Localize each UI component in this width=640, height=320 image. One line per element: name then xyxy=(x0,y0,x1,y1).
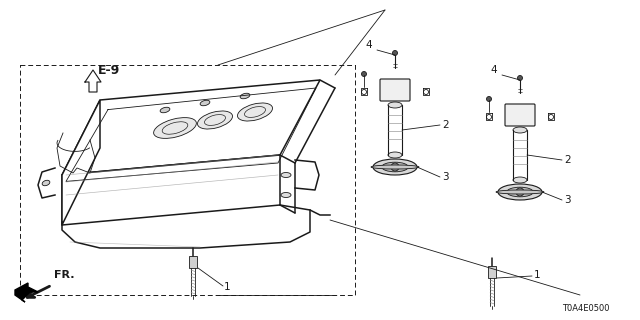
Ellipse shape xyxy=(388,102,402,108)
FancyBboxPatch shape xyxy=(380,79,410,101)
Text: 1: 1 xyxy=(224,282,230,292)
Ellipse shape xyxy=(371,165,419,169)
Circle shape xyxy=(548,115,554,119)
Text: T0A4E0500: T0A4E0500 xyxy=(563,304,610,313)
Ellipse shape xyxy=(486,97,492,101)
Circle shape xyxy=(362,90,367,94)
FancyBboxPatch shape xyxy=(505,104,535,126)
Ellipse shape xyxy=(362,71,367,76)
Ellipse shape xyxy=(240,93,250,99)
Text: 3: 3 xyxy=(564,195,571,205)
Ellipse shape xyxy=(498,184,542,200)
FancyBboxPatch shape xyxy=(189,256,197,268)
Polygon shape xyxy=(62,80,320,175)
Circle shape xyxy=(486,115,492,119)
Ellipse shape xyxy=(496,190,544,194)
Text: 4: 4 xyxy=(365,40,372,50)
Ellipse shape xyxy=(281,172,291,178)
Ellipse shape xyxy=(281,193,291,197)
Ellipse shape xyxy=(373,159,417,175)
Polygon shape xyxy=(62,155,280,225)
Polygon shape xyxy=(15,283,38,302)
Polygon shape xyxy=(62,100,100,225)
Ellipse shape xyxy=(200,100,210,106)
Polygon shape xyxy=(85,70,101,92)
Circle shape xyxy=(391,163,399,171)
Text: 2: 2 xyxy=(564,155,571,165)
Ellipse shape xyxy=(160,107,170,113)
Ellipse shape xyxy=(513,127,527,133)
Ellipse shape xyxy=(392,51,397,55)
Text: E-9: E-9 xyxy=(98,63,120,76)
Text: 3: 3 xyxy=(442,172,449,182)
Text: FR.: FR. xyxy=(54,270,74,280)
Text: 4: 4 xyxy=(490,65,497,75)
Ellipse shape xyxy=(513,177,527,183)
Circle shape xyxy=(516,188,524,196)
Circle shape xyxy=(424,90,429,94)
Ellipse shape xyxy=(518,76,522,81)
Ellipse shape xyxy=(198,111,232,129)
Text: 2: 2 xyxy=(442,120,449,130)
Ellipse shape xyxy=(382,162,408,172)
Ellipse shape xyxy=(507,187,533,197)
Text: 1: 1 xyxy=(534,270,541,280)
Ellipse shape xyxy=(42,180,50,186)
FancyBboxPatch shape xyxy=(488,266,496,278)
Ellipse shape xyxy=(237,103,273,121)
Ellipse shape xyxy=(154,118,196,138)
Ellipse shape xyxy=(388,152,402,158)
